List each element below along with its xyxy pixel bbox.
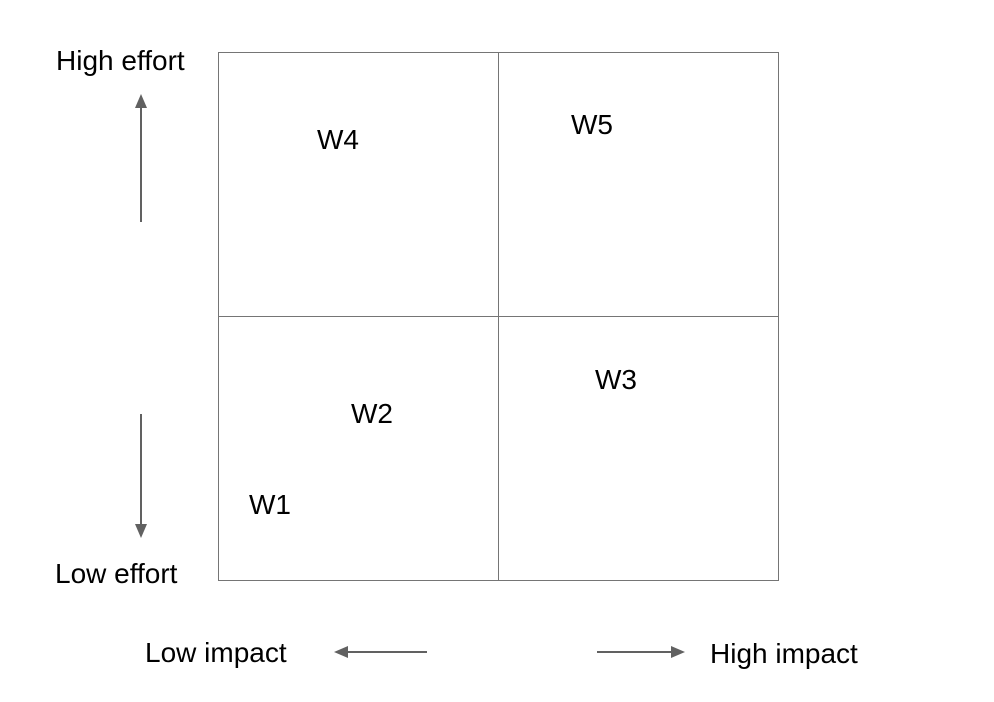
item-w3: W3 xyxy=(595,364,637,395)
y-axis-high-label: High effort xyxy=(56,45,185,76)
quadrant-high-effort-low-impact xyxy=(218,52,499,317)
item-w1: W1 xyxy=(249,489,291,520)
y-axis-low-label: Low effort xyxy=(55,558,178,589)
x-axis-high-label: High impact xyxy=(710,638,858,669)
arrow-up-icon xyxy=(135,94,147,222)
item-w2: W2 xyxy=(351,398,393,429)
quadrant-high-effort-high-impact xyxy=(498,52,779,317)
quadrant-low-effort-high-impact xyxy=(498,316,779,581)
quadrant-low-effort-low-impact xyxy=(218,316,499,581)
item-w5: W5 xyxy=(571,109,613,140)
item-w4: W4 xyxy=(317,124,359,155)
x-axis-low-label: Low impact xyxy=(145,637,287,668)
arrow-right-icon xyxy=(597,646,685,658)
arrow-down-icon xyxy=(135,414,147,538)
arrow-left-icon xyxy=(334,646,427,658)
